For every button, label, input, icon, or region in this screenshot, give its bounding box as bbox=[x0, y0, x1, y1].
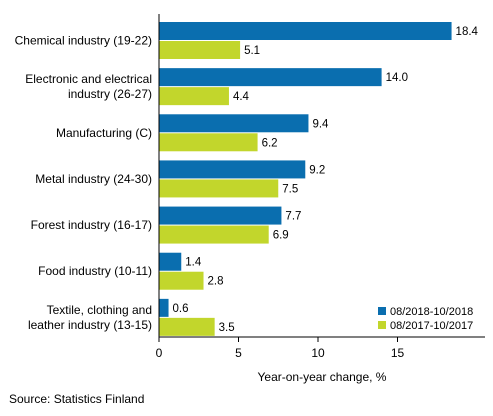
bar-s1-c2 bbox=[159, 133, 258, 152]
category-label-6-line-0: Textile, clothing and bbox=[47, 303, 152, 317]
category-label-1-line-0: Electronic and electrical bbox=[25, 72, 152, 86]
legend: 08/2018-10/2018 08/2017-10/2017 bbox=[378, 306, 473, 332]
category-label-3: Metal industry (24-30) bbox=[35, 172, 152, 186]
bar-s0-c6 bbox=[159, 298, 169, 317]
source-note: Source: Statistics Finland bbox=[9, 392, 144, 406]
bar-s1-c4 bbox=[159, 225, 269, 244]
category-label-2-line-0: Manufacturing (C) bbox=[56, 126, 152, 140]
legend-swatch-1 bbox=[378, 321, 386, 329]
data-label-s1-c6: 3.5 bbox=[219, 322, 235, 334]
data-label-s1-c1: 4.4 bbox=[233, 91, 250, 103]
data-label-s0-c3: 9.2 bbox=[309, 164, 325, 176]
category-label-6: Textile, clothing and leather industry (1… bbox=[28, 303, 152, 332]
x-axis-ticks: 0 5 10 15 bbox=[156, 337, 405, 360]
category-label-4-line-0: Forest industry (16-17) bbox=[31, 218, 152, 232]
category-labels: Chemical industry (19-22) Electronic and … bbox=[15, 34, 152, 332]
category-label-1-line-1: industry (26-27) bbox=[68, 87, 152, 101]
bar-s1-c1 bbox=[159, 87, 229, 106]
category-label-1: Electronic and electrical industry (26-27… bbox=[25, 72, 152, 101]
legend-label-0: 08/2018-10/2018 bbox=[390, 306, 473, 318]
bar-s1-c3 bbox=[159, 179, 279, 198]
legend-swatch-0 bbox=[378, 307, 386, 315]
category-label-0-line-0: Chemical industry (19-22) bbox=[15, 34, 152, 48]
data-label-s1-c3: 7.5 bbox=[282, 183, 298, 195]
bar-s0-c2 bbox=[159, 114, 309, 133]
bar-s1-c0 bbox=[159, 41, 241, 59]
category-label-5: Food industry (10-11) bbox=[38, 264, 152, 278]
data-label-s0-c4: 7.7 bbox=[285, 211, 301, 223]
category-label-5-line-0: Food industry (10-11) bbox=[38, 264, 152, 278]
data-label-s1-c0: 5.1 bbox=[244, 45, 260, 57]
category-label-0: Chemical industry (19-22) bbox=[15, 34, 152, 48]
category-label-4: Forest industry (16-17) bbox=[31, 218, 152, 232]
x-tick-label-3: 15 bbox=[391, 346, 405, 360]
x-tick-label-0: 0 bbox=[156, 346, 163, 360]
bars-layer: 18.4 5.1 14.0 4.4 9.4 6.2 9.2 7.5 7.7 6.9 1.4 2.8 0.… bbox=[159, 22, 479, 336]
bar-s1-c5 bbox=[159, 271, 204, 290]
legend-label-1: 08/2017-10/2017 bbox=[390, 320, 473, 332]
data-label-s1-c2: 6.2 bbox=[262, 137, 278, 149]
bar-s0-c5 bbox=[159, 252, 182, 271]
category-label-3-line-0: Metal industry (24-30) bbox=[35, 172, 152, 186]
data-label-s0-c0: 18.4 bbox=[456, 26, 479, 38]
data-label-s0-c6: 0.6 bbox=[173, 303, 189, 315]
x-tick-label-2: 10 bbox=[311, 346, 325, 360]
data-label-s0-c2: 9.4 bbox=[312, 118, 329, 130]
x-tick-label-1: 5 bbox=[235, 346, 242, 360]
data-label-s1-c4: 6.9 bbox=[273, 230, 289, 242]
bar-s0-c4 bbox=[159, 206, 282, 225]
bar-s0-c1 bbox=[159, 68, 382, 87]
x-axis-title: Year-on-year change, % bbox=[258, 370, 387, 384]
bar-s0-c0 bbox=[159, 22, 452, 40]
data-label-s0-c1: 14.0 bbox=[386, 72, 408, 84]
data-label-s1-c5: 2.8 bbox=[208, 276, 224, 288]
bar-s1-c6 bbox=[159, 317, 215, 336]
category-label-6-line-1: leather industry (13-15) bbox=[28, 318, 152, 332]
bar-s0-c3 bbox=[159, 160, 306, 179]
data-label-s0-c5: 1.4 bbox=[185, 257, 202, 269]
category-label-2: Manufacturing (C) bbox=[56, 126, 152, 140]
